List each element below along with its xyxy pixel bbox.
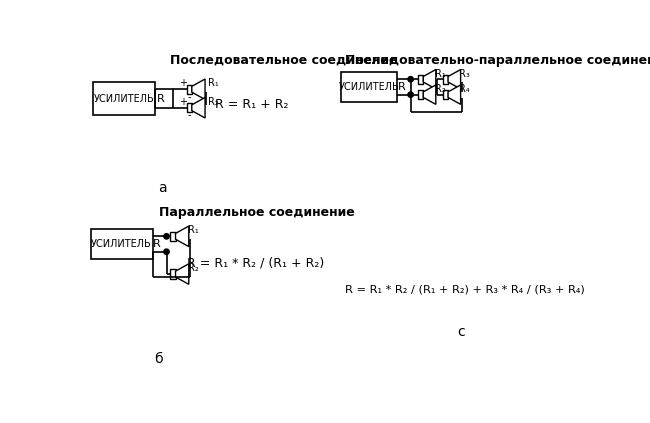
Polygon shape [192, 97, 205, 118]
Text: R₂: R₂ [435, 84, 445, 94]
Circle shape [408, 77, 413, 82]
Circle shape [408, 92, 413, 97]
Polygon shape [448, 85, 461, 104]
Bar [187, 103, 192, 113]
Polygon shape [448, 69, 461, 89]
Text: R = R₁ + R₂: R = R₁ + R₂ [215, 98, 289, 111]
Text: Последовательное соединение: Последовательное соединение [170, 53, 398, 66]
Text: R₄: R₄ [460, 84, 470, 94]
Text: R: R [397, 82, 405, 92]
Polygon shape [423, 69, 436, 89]
Bar [90, 229, 153, 258]
Bar [187, 85, 192, 94]
Text: R = R₁ * R₂ / (R₁ + R₂): R = R₁ * R₂ / (R₁ + R₂) [187, 256, 324, 269]
Text: R₁: R₁ [435, 69, 445, 79]
Circle shape [164, 233, 169, 239]
Bar [443, 75, 448, 84]
Circle shape [164, 249, 169, 254]
Text: +: + [179, 78, 187, 88]
Text: -: - [187, 92, 190, 102]
Text: а: а [159, 181, 167, 195]
Text: УСИЛИТЕЛЬ: УСИЛИТЕЛЬ [94, 93, 154, 104]
Polygon shape [423, 85, 436, 104]
Text: с: с [457, 325, 465, 339]
Bar [170, 231, 176, 241]
Text: б: б [155, 352, 163, 366]
Text: Параллельное соединение: Параллельное соединение [159, 206, 354, 219]
Text: УСИЛИТЕЛЬ: УСИЛИТЕЛЬ [339, 82, 399, 92]
Text: R₁: R₁ [188, 225, 199, 235]
Text: УСИЛИТЕЛЬ: УСИЛИТЕЛЬ [91, 239, 152, 249]
Polygon shape [176, 226, 188, 247]
Text: Последовательно-параллельное соединение: Последовательно-параллельное соединение [344, 53, 650, 66]
Text: R₂: R₂ [188, 263, 199, 273]
Bar [419, 75, 423, 84]
Text: R: R [157, 93, 165, 104]
Text: R = R₁ * R₂ / (R₁ + R₂) + R₃ * R₄ / (R₃ + R₄): R = R₁ * R₂ / (R₁ + R₂) + R₃ * R₄ / (R₃ … [344, 284, 584, 294]
Text: -: - [187, 110, 190, 121]
Bar [419, 90, 423, 99]
Text: R: R [153, 239, 161, 249]
Text: R₂: R₂ [207, 96, 218, 107]
Text: +: + [179, 96, 187, 107]
Bar [341, 72, 396, 102]
Polygon shape [176, 264, 188, 284]
Bar [93, 82, 155, 115]
Text: R₃: R₃ [460, 69, 471, 79]
Bar [443, 90, 448, 99]
Text: R₁: R₁ [207, 78, 218, 88]
Bar [170, 269, 176, 279]
Polygon shape [192, 79, 205, 99]
